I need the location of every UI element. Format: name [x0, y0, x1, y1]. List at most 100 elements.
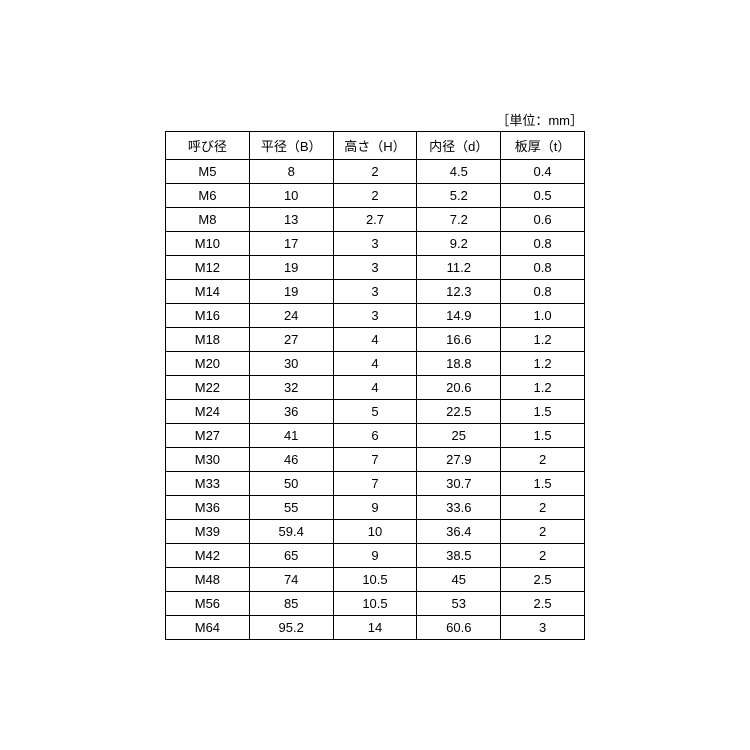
table-cell: 2 — [501, 448, 585, 472]
table-cell: 0.8 — [501, 280, 585, 304]
table-cell: 19 — [249, 256, 333, 280]
table-cell: 24 — [249, 304, 333, 328]
table-cell: 20.6 — [417, 376, 501, 400]
table-row: M8132.77.20.6 — [166, 208, 585, 232]
table-cell: 60.6 — [417, 616, 501, 640]
table-cell: 45 — [417, 568, 501, 592]
table-cell: 3 — [333, 280, 417, 304]
table-cell: M14 — [166, 280, 250, 304]
table-cell: 33.6 — [417, 496, 501, 520]
table-cell: M33 — [166, 472, 250, 496]
table-cell: M10 — [166, 232, 250, 256]
table-cell: 17 — [249, 232, 333, 256]
table-head: 呼び径平径（B）高さ（H）内径（d）板厚（t） — [166, 132, 585, 160]
table-cell: 4 — [333, 376, 417, 400]
table-row: M4265938.52 — [166, 544, 585, 568]
table-row: M3959.41036.42 — [166, 520, 585, 544]
table-cell: 1.0 — [501, 304, 585, 328]
table-row: M1219311.20.8 — [166, 256, 585, 280]
table-cell: 30 — [249, 352, 333, 376]
table-cell: 9.2 — [417, 232, 501, 256]
table-cell: 1.5 — [501, 400, 585, 424]
table-cell: 36.4 — [417, 520, 501, 544]
table-cell: 36 — [249, 400, 333, 424]
table-cell: 85 — [249, 592, 333, 616]
table-cell: 14.9 — [417, 304, 501, 328]
table-cell: 46 — [249, 448, 333, 472]
table-cell: 5 — [333, 400, 417, 424]
table-cell: 50 — [249, 472, 333, 496]
table-cell: 25 — [417, 424, 501, 448]
table-row: M6495.21460.63 — [166, 616, 585, 640]
table-cell: 10 — [249, 184, 333, 208]
table-cell: 0.8 — [501, 232, 585, 256]
table-cell: M18 — [166, 328, 250, 352]
table-cell: 19 — [249, 280, 333, 304]
table-cell: 18.8 — [417, 352, 501, 376]
table-cell: M16 — [166, 304, 250, 328]
table-cell: 2 — [333, 160, 417, 184]
table-cell: 14 — [333, 616, 417, 640]
table-cell: M30 — [166, 448, 250, 472]
table-cell: 7 — [333, 472, 417, 496]
table-cell: 65 — [249, 544, 333, 568]
unit-label: ［単位：mm］ — [165, 110, 585, 129]
table-row: M3655933.62 — [166, 496, 585, 520]
table-cell: 27 — [249, 328, 333, 352]
table-cell: 0.5 — [501, 184, 585, 208]
table-cell: 55 — [249, 496, 333, 520]
table-header-cell: 板厚（t） — [501, 132, 585, 160]
table-cell: M20 — [166, 352, 250, 376]
spec-table: 呼び径平径（B）高さ（H）内径（d）板厚（t） M5824.50.4M61025… — [165, 131, 585, 640]
table-cell: 9 — [333, 496, 417, 520]
table-cell: M5 — [166, 160, 250, 184]
table-row: M101739.20.8 — [166, 232, 585, 256]
table-cell: 0.8 — [501, 256, 585, 280]
table-cell: 5.2 — [417, 184, 501, 208]
table-cell: 8 — [249, 160, 333, 184]
table-cell: 2 — [333, 184, 417, 208]
table-header-cell: 内径（d） — [417, 132, 501, 160]
table-cell: 3 — [333, 232, 417, 256]
table-cell: 2.5 — [501, 568, 585, 592]
table-cell: M42 — [166, 544, 250, 568]
table-row: M61025.20.5 — [166, 184, 585, 208]
table-cell: 0.4 — [501, 160, 585, 184]
table-cell: 16.6 — [417, 328, 501, 352]
table-cell: M39 — [166, 520, 250, 544]
table-row: M1827416.61.2 — [166, 328, 585, 352]
table-cell: 12.3 — [417, 280, 501, 304]
table-row: M2436522.51.5 — [166, 400, 585, 424]
table-cell: M64 — [166, 616, 250, 640]
table-cell: 2.7 — [333, 208, 417, 232]
table-cell: 10 — [333, 520, 417, 544]
table-cell: M27 — [166, 424, 250, 448]
table-cell: M56 — [166, 592, 250, 616]
table-row: M1624314.91.0 — [166, 304, 585, 328]
table-cell: 22.5 — [417, 400, 501, 424]
table-cell: 6 — [333, 424, 417, 448]
table-cell: M36 — [166, 496, 250, 520]
table-cell: 1.2 — [501, 352, 585, 376]
table-header-cell: 高さ（H） — [333, 132, 417, 160]
table-header-cell: 呼び径 — [166, 132, 250, 160]
table-cell: 32 — [249, 376, 333, 400]
table-row: M568510.5532.5 — [166, 592, 585, 616]
table-cell: 38.5 — [417, 544, 501, 568]
table-cell: 7.2 — [417, 208, 501, 232]
table-row: M5824.50.4 — [166, 160, 585, 184]
table-row: M2030418.81.2 — [166, 352, 585, 376]
table-row: M3046727.92 — [166, 448, 585, 472]
table-cell: 2.5 — [501, 592, 585, 616]
table-cell: 95.2 — [249, 616, 333, 640]
table-header-row: 呼び径平径（B）高さ（H）内径（d）板厚（t） — [166, 132, 585, 160]
table-cell: 4.5 — [417, 160, 501, 184]
table-cell: 1.2 — [501, 328, 585, 352]
table-cell: M12 — [166, 256, 250, 280]
table-cell: 3 — [501, 616, 585, 640]
table-cell: M22 — [166, 376, 250, 400]
table-cell: 9 — [333, 544, 417, 568]
table-cell: 13 — [249, 208, 333, 232]
table-row: M27416251.5 — [166, 424, 585, 448]
table-cell: 4 — [333, 352, 417, 376]
